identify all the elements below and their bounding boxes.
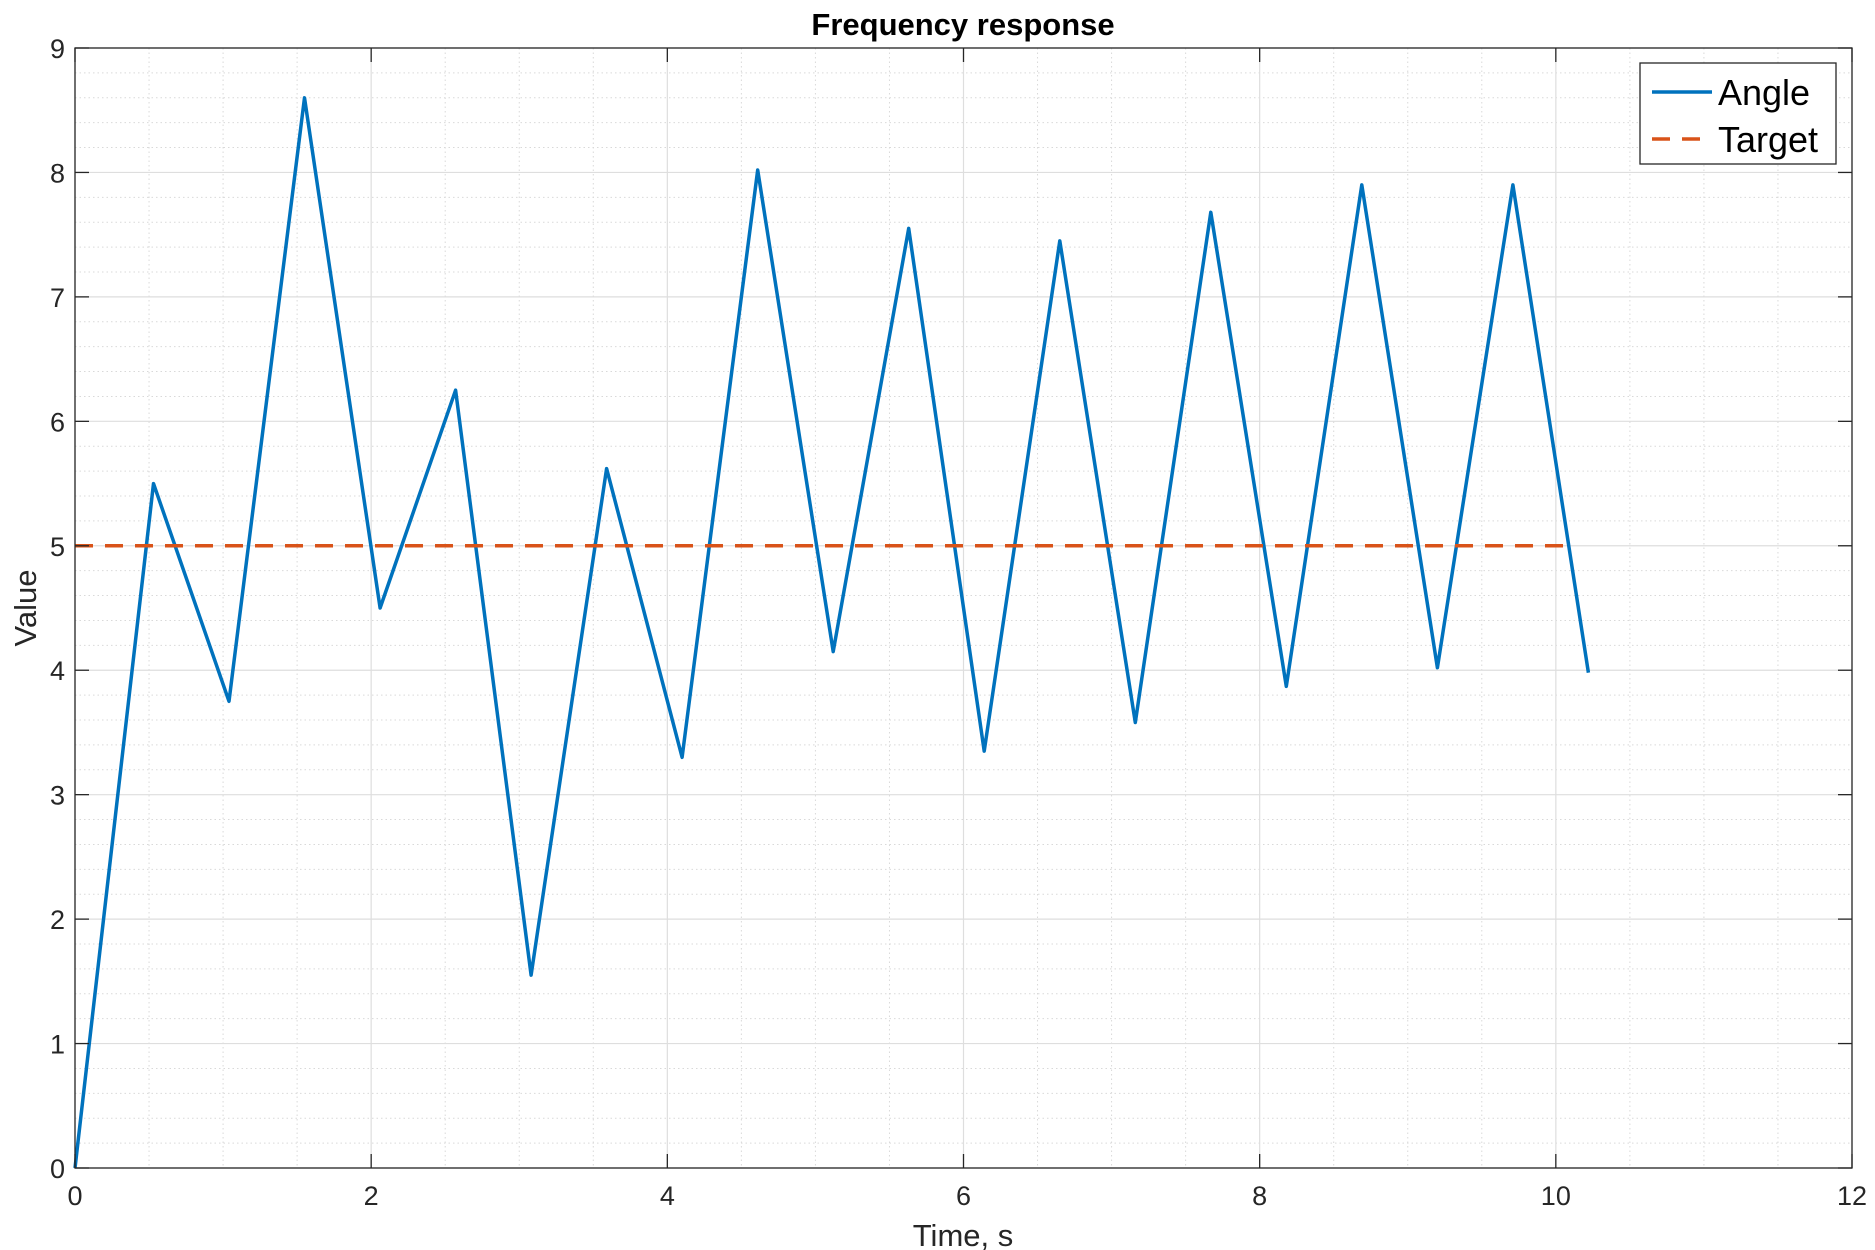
ticks [74, 47, 1853, 1169]
x-tick-label: 10 [1541, 1181, 1571, 1211]
y-tick-label: 2 [50, 905, 65, 935]
x-tick-label: 4 [660, 1181, 675, 1211]
legend-box [1639, 62, 1837, 165]
y-axis-label: Value [8, 570, 43, 647]
x-tick-label: 12 [1837, 1181, 1867, 1211]
y-tick-label: 8 [50, 158, 65, 188]
series-layer [73, 96, 1591, 1169]
chart-title: Frequency response [811, 7, 1114, 42]
series-line-angle [73, 96, 1591, 1169]
y-tick-label: 6 [50, 407, 65, 437]
y-tick-label: 4 [50, 656, 65, 686]
y-tick-label: 5 [50, 532, 65, 562]
legend: Angle Target [1639, 62, 1837, 165]
legend-label-target: Target [1718, 119, 1818, 160]
y-tick-label: 0 [50, 1154, 65, 1184]
x-tick-label: 6 [956, 1181, 971, 1211]
legend-label-angle: Angle [1718, 72, 1810, 113]
x-tick-label: 8 [1252, 1181, 1267, 1211]
x-axis-label: Time, s [913, 1218, 1013, 1250]
y-tick-label: 7 [50, 283, 65, 313]
y-tick-label: 3 [50, 781, 65, 811]
y-tick-label: 1 [50, 1030, 65, 1060]
x-tick-label: 2 [364, 1181, 379, 1211]
y-tick-label: 9 [50, 34, 65, 64]
x-tick-label: 0 [67, 1181, 82, 1211]
